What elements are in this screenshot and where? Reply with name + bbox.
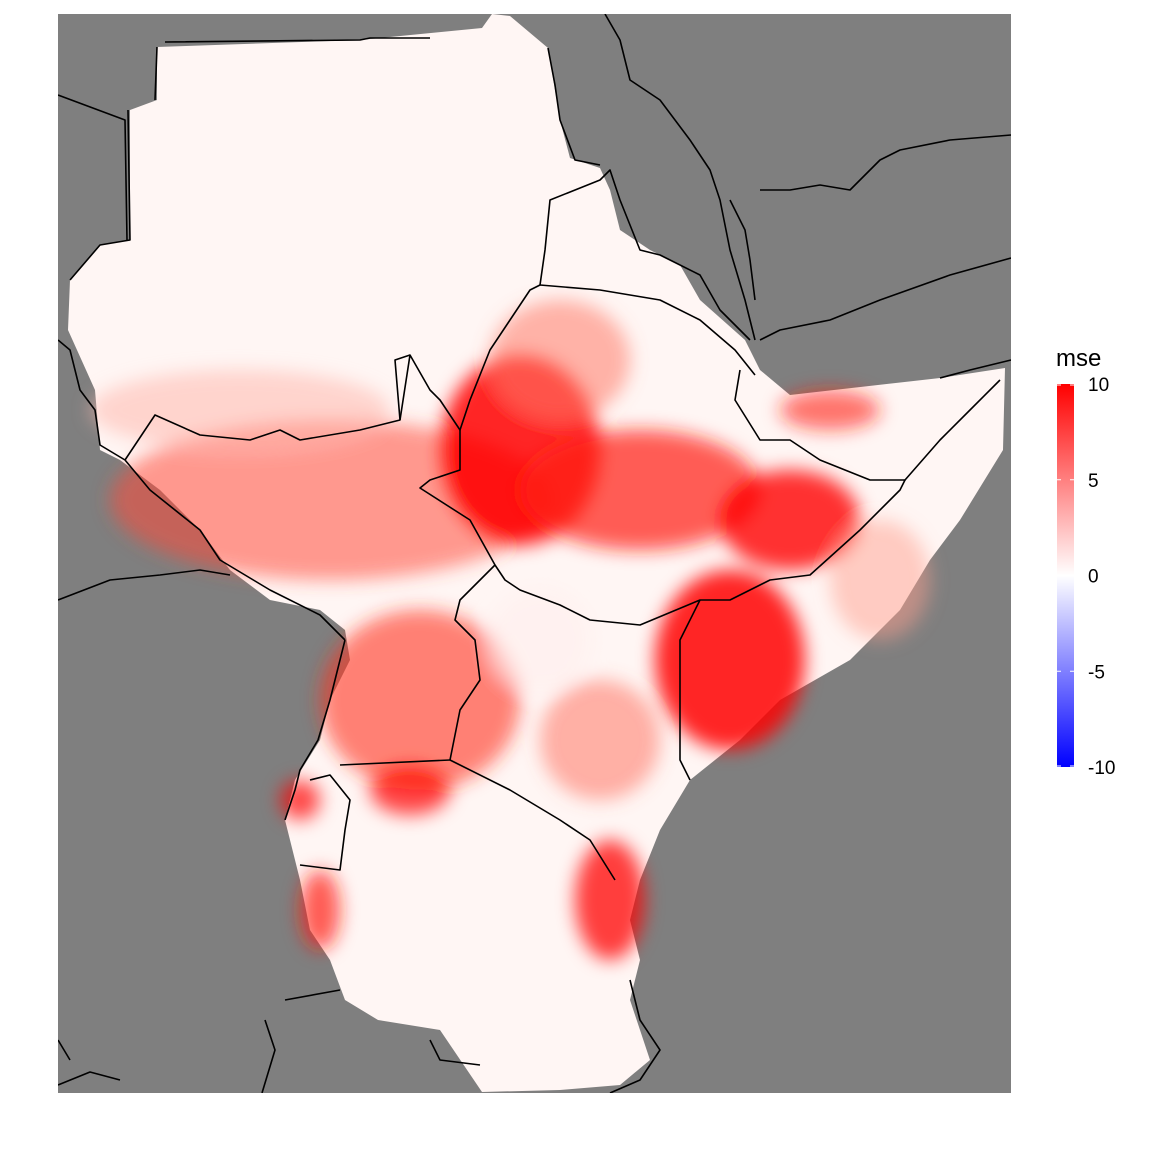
heat-patch (720, 470, 860, 570)
study-area (68, 14, 1005, 1092)
legend-tick-label: -5 (1088, 662, 1105, 683)
legend-tick-label: 10 (1088, 375, 1109, 396)
heat-patch (655, 570, 805, 750)
heat-patch (320, 610, 520, 790)
heat-patch (110, 420, 550, 580)
heat-patch (300, 870, 340, 950)
heat-patch (540, 680, 660, 800)
heat-patch (520, 430, 760, 550)
legend-tick-label: -10 (1088, 758, 1115, 779)
heat-patch (490, 300, 630, 420)
legend-colorbar (1057, 384, 1074, 767)
legend-tick-label: 5 (1088, 471, 1099, 492)
legend-title: mse (1056, 345, 1101, 372)
mse-heat-layer (90, 300, 930, 960)
country-borders (58, 14, 1011, 1093)
heat-patch (370, 765, 450, 815)
heat-patch (90, 370, 390, 450)
heat-patch (490, 590, 590, 690)
heat-patch (280, 780, 320, 820)
heat-patch (780, 390, 880, 430)
legend-ticks: 10 5 0 -5 -10 (1057, 375, 1115, 779)
heat-patch (830, 520, 930, 640)
heat-patch (575, 840, 645, 960)
legend: mse 10 5 0 -5 -10 (1056, 345, 1115, 779)
legend-tick-label: 0 (1088, 567, 1099, 588)
